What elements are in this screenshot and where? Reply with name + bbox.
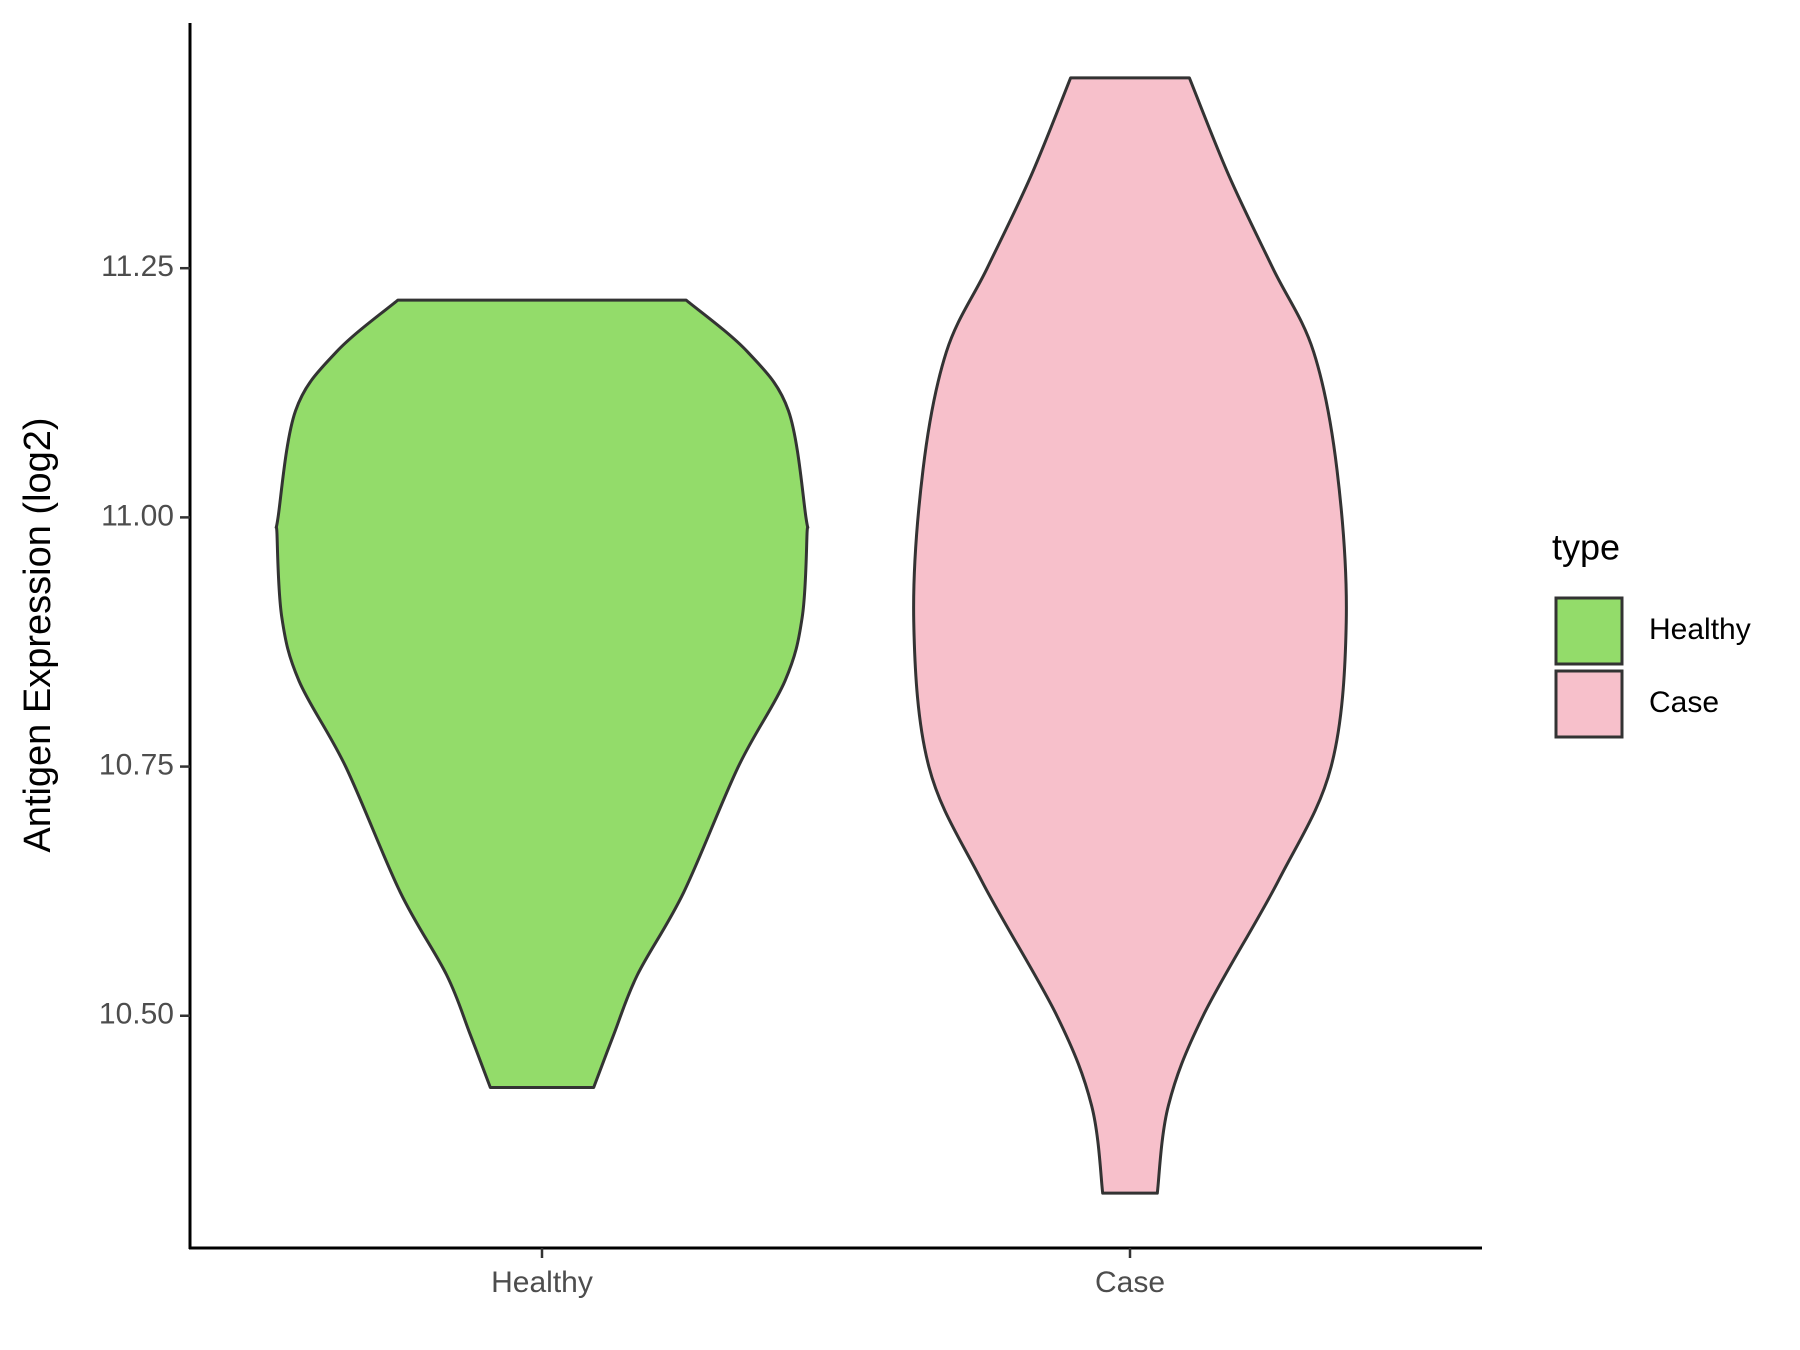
violin-body bbox=[274, 298, 810, 1090]
y-tick-label: 11.25 bbox=[101, 250, 174, 283]
legend-key bbox=[1554, 669, 1624, 739]
y-tick-label: 10.75 bbox=[99, 748, 174, 781]
y-tick-label: 11.00 bbox=[101, 499, 174, 532]
x-tick-label: Case bbox=[1095, 1266, 1165, 1299]
violin-body bbox=[912, 76, 1348, 1195]
legend-key bbox=[1554, 596, 1624, 666]
y-axis-title: Antigen Expression (log2) bbox=[17, 417, 59, 852]
x-tick-label: Healthy bbox=[491, 1266, 593, 1299]
legend-title: type bbox=[1552, 527, 1620, 568]
y-tick-label: 10.50 bbox=[99, 998, 174, 1031]
legend-label: Case bbox=[1649, 686, 1719, 719]
legend-label: Healthy bbox=[1649, 613, 1751, 646]
